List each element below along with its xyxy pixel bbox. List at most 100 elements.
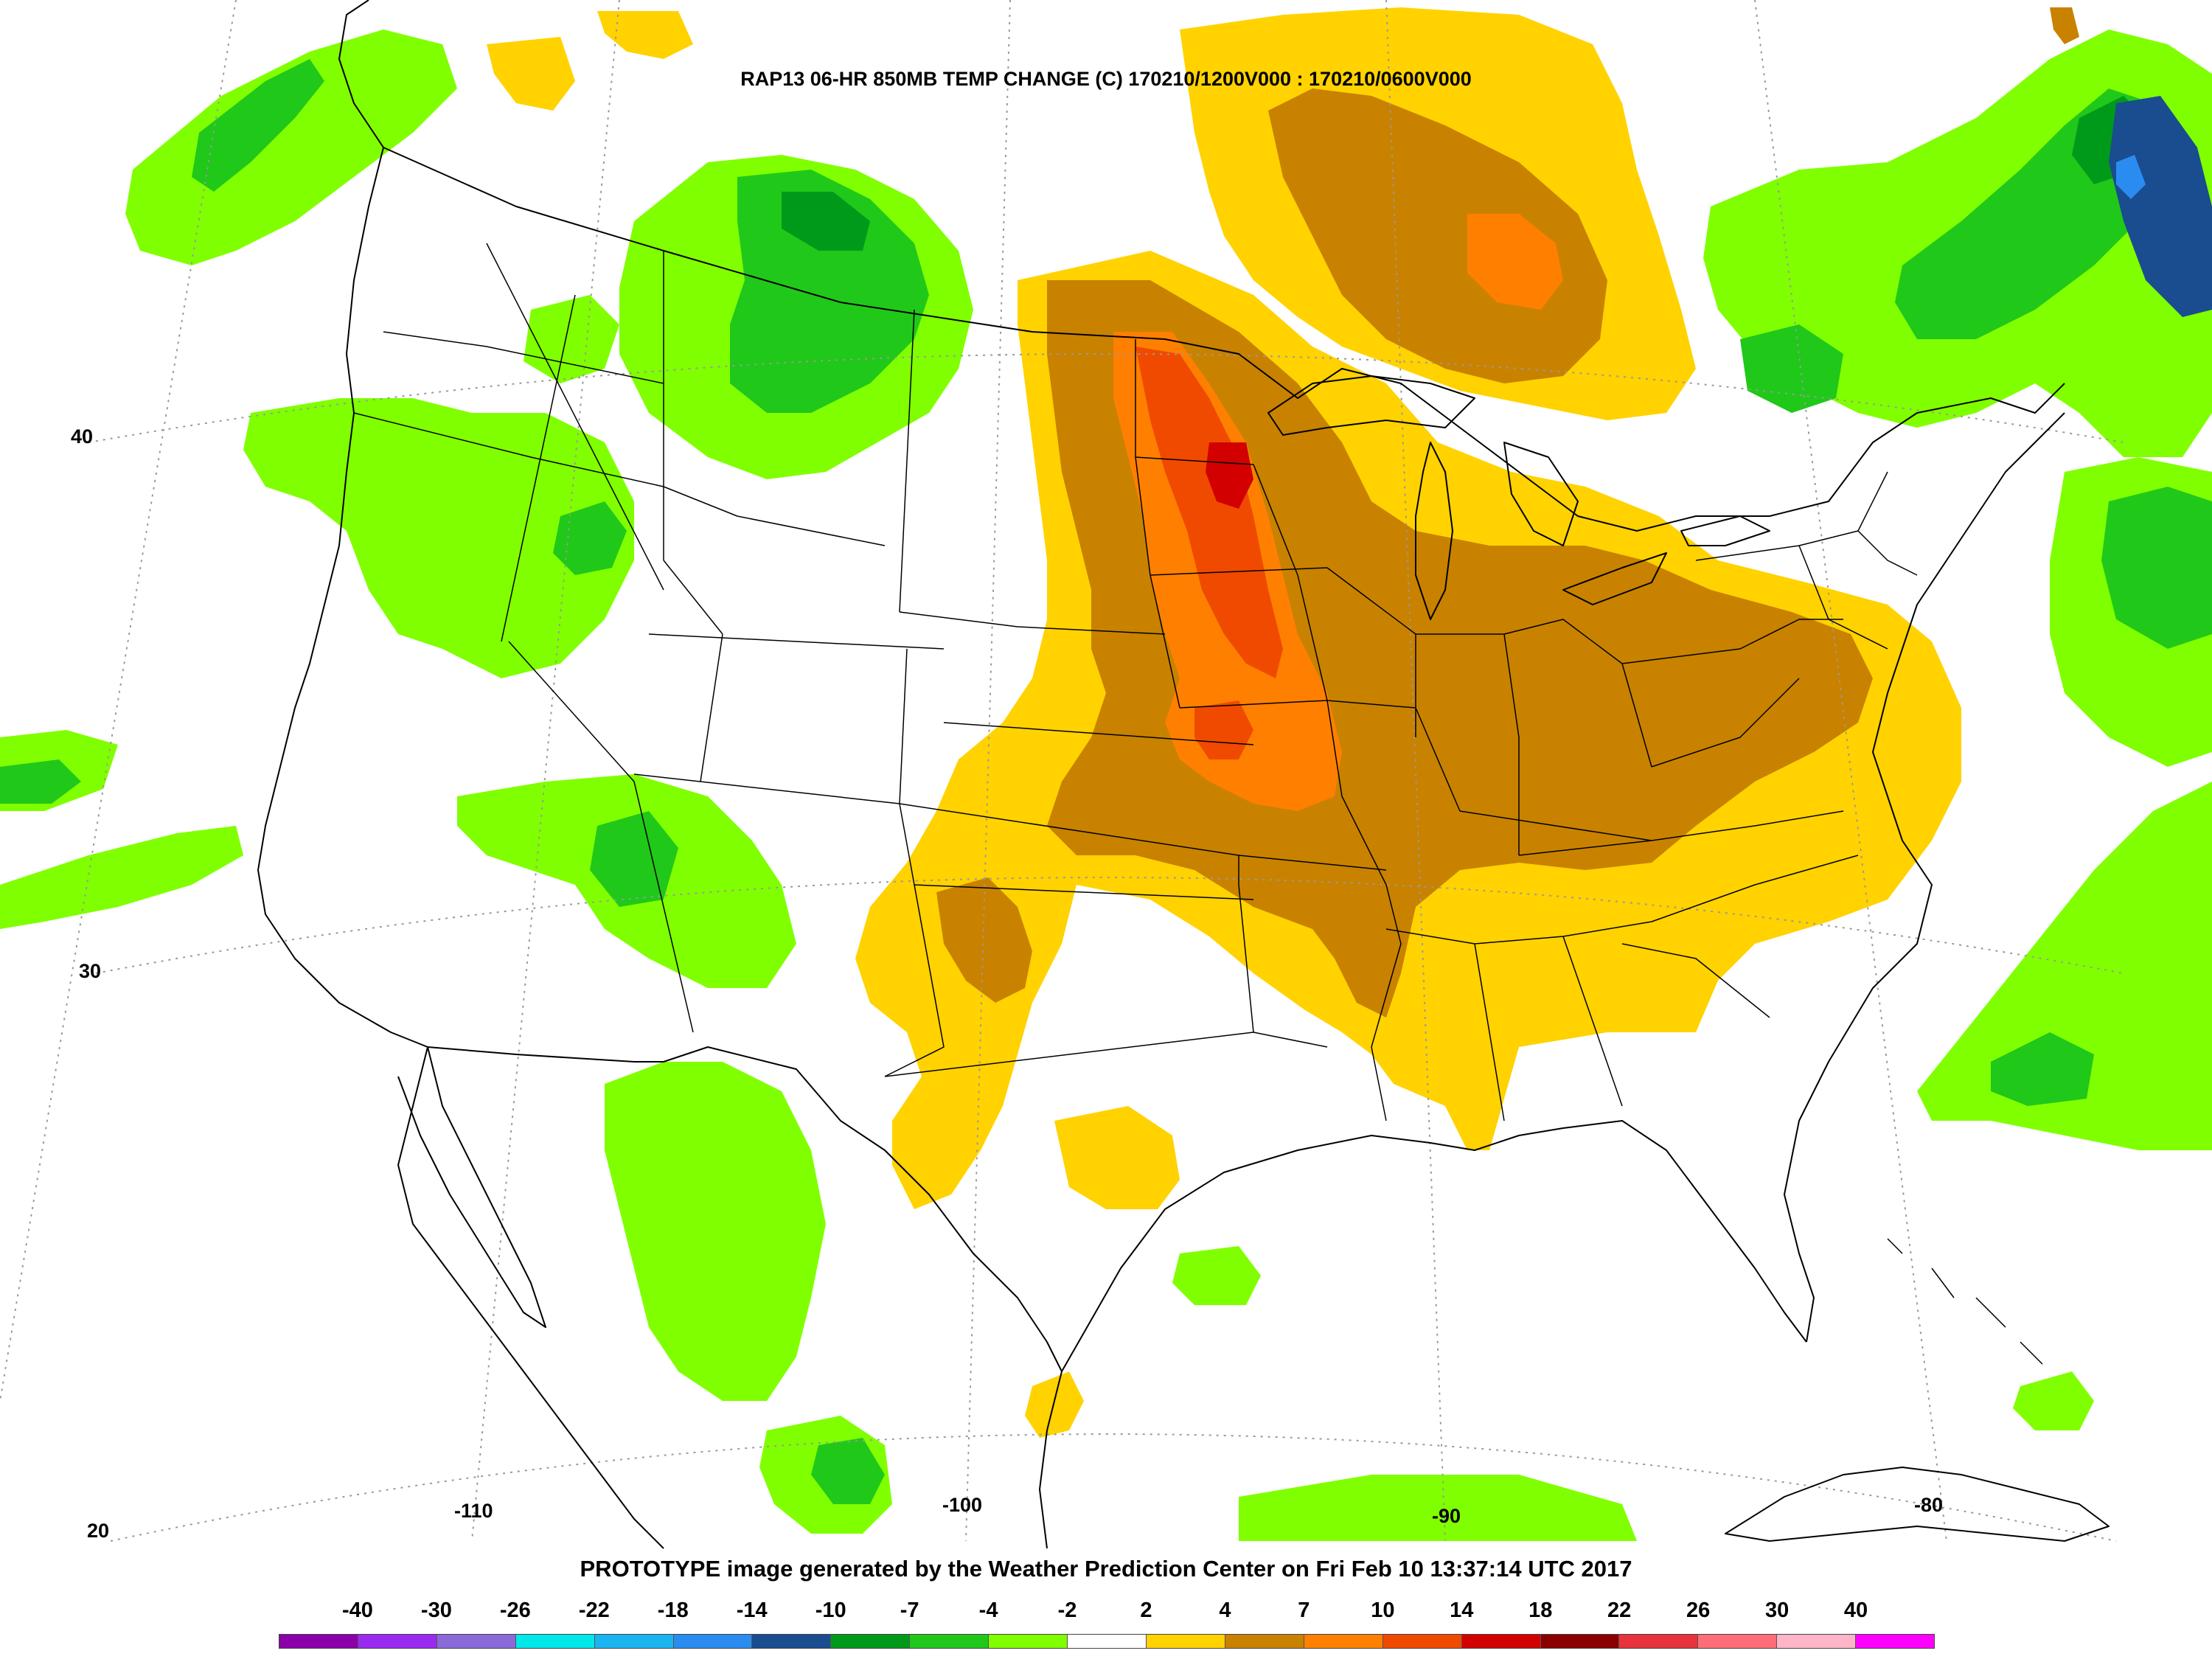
- map-title: RAP13 06-HR 850MB TEMP CHANGE (C) 170210…: [740, 68, 1472, 90]
- red-region-core: [1206, 442, 1253, 509]
- colorbar-label: -2: [1057, 1599, 1077, 1622]
- navy-region-atlantic: [2109, 96, 2212, 317]
- boundaries: [257, 0, 2110, 1549]
- colorbar-label: -30: [420, 1599, 452, 1622]
- cool-region-gulf-small: [1172, 1246, 1261, 1305]
- colorbar-swatch: [1225, 1635, 1304, 1648]
- colorbar-swatch: [279, 1635, 358, 1648]
- colorbar-label: 10: [1371, 1599, 1395, 1622]
- colorbar-swatch: [358, 1635, 437, 1648]
- colorbar-swatch: [1304, 1635, 1383, 1648]
- tan-region-nm: [936, 877, 1032, 1003]
- colorbar-swatch: [1698, 1635, 1778, 1648]
- latitude-label-30: 30: [79, 960, 102, 982]
- colorbar-swatch: [831, 1635, 911, 1648]
- colorbar-label: -4: [978, 1599, 998, 1622]
- cool-region-gulf: [1239, 1475, 1637, 1541]
- green-region-atlantic-east: [2101, 487, 2212, 649]
- latitude-line-30: [95, 877, 2124, 974]
- mexico-gulf-coast: [1039, 1371, 1062, 1549]
- colorbar-label: -26: [499, 1599, 531, 1622]
- latitude-line-20: [110, 1433, 2117, 1542]
- colorbar-label: -22: [578, 1599, 610, 1622]
- green-region-atlantic-se: [1991, 1032, 2094, 1106]
- great-lake-superior: [1267, 375, 1475, 436]
- longitude-line-90: [1385, 0, 1446, 1542]
- warm-dot-ne: [2050, 7, 2079, 44]
- tan-region-ontario: [1268, 88, 1607, 383]
- green-region-washington: [553, 501, 627, 575]
- colorbar-label: 26: [1686, 1599, 1711, 1622]
- colorbar-swatch: [673, 1635, 753, 1648]
- colorbar-label: -7: [900, 1599, 919, 1622]
- great-lake-ontario: [1680, 515, 1770, 546]
- colorbar-swatch: [1777, 1635, 1857, 1648]
- bahamas-outline: [1887, 1238, 2043, 1365]
- red-orange-region-south: [1194, 700, 1253, 759]
- longitude-line-80: [1754, 0, 1947, 1542]
- red-orange-region-core: [1135, 347, 1283, 678]
- colorbar-swatch: [752, 1635, 832, 1648]
- footer-caption: PROTOTYPE image generated by the Weather…: [580, 1556, 1632, 1582]
- colorbar-swatch: [989, 1635, 1068, 1648]
- cool-region-pacific-sw: [0, 826, 243, 929]
- colorbar-label: 30: [1764, 1599, 1790, 1622]
- great-lake-erie: [1562, 552, 1667, 605]
- green-region-colorado: [590, 811, 678, 907]
- longitude-label-80: -80: [1914, 1494, 1944, 1516]
- colorbar-label: 7: [1298, 1599, 1310, 1622]
- cool-region-pacific-nw: [125, 29, 457, 265]
- longitude-label-90: -90: [1432, 1505, 1461, 1527]
- great-lake-huron: [1503, 442, 1579, 546]
- colorbar-label: 2: [1140, 1599, 1152, 1622]
- colorbar-labels: -40 -30 -26 -22 -18 -14 -10 -7 -4 -2 2 4 7 10 14 18 22 26…: [279, 1599, 1935, 1625]
- colorbar-label: 18: [1528, 1599, 1553, 1622]
- cool-region-atlantic-se: [1917, 782, 2212, 1150]
- colorbar-swatch: [1856, 1635, 1935, 1648]
- orange-region-ontario: [1467, 214, 1563, 310]
- colorbar-swatch: [1382, 1635, 1462, 1648]
- colorbar-swatch: [1619, 1635, 1699, 1648]
- longitude-line-120: [0, 0, 237, 1402]
- warm-region-top: [597, 11, 693, 59]
- green-region-pacific-west: [0, 759, 81, 804]
- blue-region-atlantic: [2116, 155, 2146, 199]
- colorbar-label: -10: [815, 1599, 846, 1622]
- graticule: [0, 0, 2124, 1542]
- warm-region-texas: [1054, 1106, 1180, 1209]
- warm-region-south-tx: [1025, 1371, 1084, 1438]
- mexico-pacific-coast: [397, 1046, 664, 1549]
- cool-region-bahamas: [2013, 1371, 2094, 1430]
- colorbar-swatch: [910, 1635, 990, 1648]
- colorbar-label: -14: [736, 1599, 768, 1622]
- colorbar-label: 14: [1450, 1599, 1474, 1622]
- latitude-label-20: 20: [87, 1520, 110, 1542]
- cool-region-mexico: [605, 1062, 826, 1401]
- colorbar-swatch: [594, 1635, 674, 1648]
- state-lines: [353, 243, 1918, 1121]
- colorbar-swatch: [1461, 1635, 1541, 1648]
- us-pacific-coast: [257, 147, 428, 1048]
- darkgreen-region-montana: [782, 192, 870, 251]
- cool-region-washington: [243, 398, 634, 678]
- baja-peninsula: [397, 1046, 546, 1328]
- colorbar-swatch: [1146, 1635, 1225, 1648]
- colorbar-label: 4: [1219, 1599, 1231, 1622]
- colorbar-label: 40: [1843, 1599, 1868, 1622]
- us-canada-border: [383, 147, 2065, 532]
- green-region-baja: [811, 1438, 885, 1504]
- colorbar-label: 22: [1607, 1599, 1632, 1622]
- us-mexico-border: [427, 1046, 1062, 1372]
- colorbar-label: -18: [657, 1599, 689, 1622]
- colorbar-swatch: [515, 1635, 595, 1648]
- longitude-label-110: -110: [454, 1500, 493, 1522]
- colorbar-label: -40: [341, 1599, 373, 1622]
- cuba-outline: [1725, 1467, 2110, 1542]
- colorbar: [279, 1634, 1935, 1649]
- longitude-line-100: [965, 0, 1011, 1542]
- canada-pacific-coast: [338, 0, 384, 148]
- green-region-pacific-nw: [192, 59, 324, 192]
- great-lake-michigan: [1415, 442, 1453, 620]
- colorbar-swatch: [1540, 1635, 1620, 1648]
